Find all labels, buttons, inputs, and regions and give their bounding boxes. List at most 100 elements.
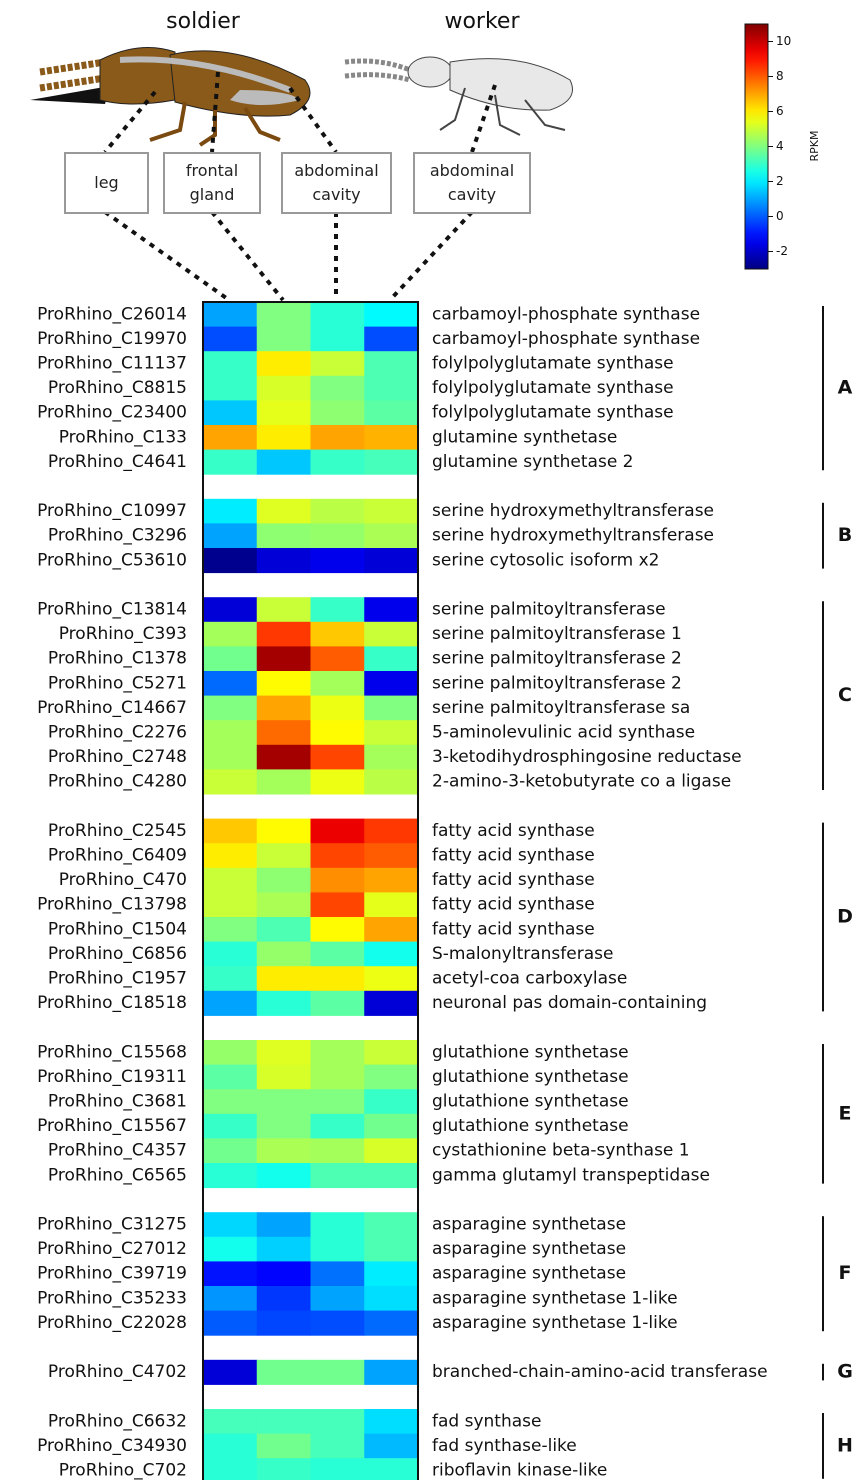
gene-id: ProRhino_C53610 bbox=[37, 550, 187, 570]
heatmap-cell bbox=[364, 400, 419, 426]
heatmap-cell bbox=[256, 1163, 311, 1189]
gene-id: ProRhino_C393 bbox=[59, 624, 187, 644]
gene-name: S-malonyltransferase bbox=[432, 944, 613, 964]
group-label: C bbox=[838, 684, 852, 706]
heatmap-cell bbox=[203, 917, 258, 943]
heatmap-cell bbox=[364, 1113, 419, 1139]
heatmap-cell bbox=[364, 917, 419, 943]
heatmap-cell bbox=[364, 375, 419, 401]
heatmap-cell bbox=[256, 1236, 311, 1262]
heatmap-cell bbox=[364, 1138, 419, 1164]
heatmap-cell bbox=[203, 326, 258, 352]
heatmap-cell bbox=[364, 597, 419, 623]
heatmap-cell bbox=[364, 1236, 419, 1262]
heatmap-cell bbox=[256, 720, 311, 746]
heatmap-cell bbox=[256, 1409, 311, 1435]
heatmap-cell bbox=[256, 548, 311, 574]
heatmap-cell bbox=[364, 326, 419, 352]
gene-name: serine hydroxymethyltransferase bbox=[432, 526, 714, 546]
heatmap-cell bbox=[256, 1310, 311, 1336]
heatmap-cell bbox=[203, 1458, 258, 1480]
gene-id: ProRhino_C6409 bbox=[48, 846, 187, 866]
heatmap-cell bbox=[364, 302, 419, 328]
heatmap-cell bbox=[364, 892, 419, 918]
gene-name: glutathione synthetase bbox=[432, 1042, 629, 1062]
heatmap-cell bbox=[256, 966, 311, 992]
heatmap-cell bbox=[364, 769, 419, 795]
heatmap-cell bbox=[256, 941, 311, 967]
gene-id: ProRhino_C31275 bbox=[37, 1215, 187, 1235]
heatmap-cell bbox=[364, 1064, 419, 1090]
heatmap-cell bbox=[310, 867, 365, 893]
heatmap-cell bbox=[203, 1040, 258, 1066]
gene-id: ProRhino_C39719 bbox=[37, 1264, 187, 1284]
heatmap-cell bbox=[364, 523, 419, 549]
colorbar-tick-label: 4 bbox=[776, 139, 784, 153]
gene-name: fatty acid synthase bbox=[432, 846, 595, 866]
gene-name: acetyl-coa carboxylase bbox=[432, 969, 627, 989]
heatmap-cell bbox=[364, 1261, 419, 1287]
heatmap-cell bbox=[203, 843, 258, 869]
heatmap-cell bbox=[203, 769, 258, 795]
group-label: G bbox=[837, 1361, 853, 1383]
heatmap-cell bbox=[203, 1064, 258, 1090]
heatmap-cell bbox=[364, 1458, 419, 1480]
gene-name: asparagine synthetase bbox=[432, 1239, 626, 1259]
heatmap-cell bbox=[203, 671, 258, 697]
gene-id: ProRhino_C6632 bbox=[48, 1411, 187, 1431]
gene-id: ProRhino_C18518 bbox=[37, 993, 187, 1013]
heatmap-cell bbox=[203, 1113, 258, 1139]
heatmap-cell bbox=[203, 1409, 258, 1435]
heatmap-cell bbox=[203, 375, 258, 401]
heatmap-cell bbox=[203, 621, 258, 647]
heatmap-cell bbox=[310, 1138, 365, 1164]
colorbar bbox=[744, 23, 769, 270]
gene-id: ProRhino_C702 bbox=[59, 1461, 187, 1480]
group-label: E bbox=[839, 1102, 852, 1124]
heatmap-cell bbox=[310, 1409, 365, 1435]
gene-id: ProRhino_C14667 bbox=[37, 698, 187, 718]
gene-name: fad synthase bbox=[432, 1411, 541, 1431]
gene-name: folylpolyglutamate synthase bbox=[432, 354, 674, 374]
gene-id: ProRhino_C35233 bbox=[37, 1288, 187, 1308]
heatmap-cell bbox=[310, 1113, 365, 1139]
heatmap-cell bbox=[203, 695, 258, 721]
heatmap-cell bbox=[310, 425, 365, 451]
heatmap-cell bbox=[310, 1310, 365, 1336]
heatmap-cell bbox=[256, 818, 311, 844]
heatmap-cell bbox=[203, 425, 258, 451]
heatmap-cell bbox=[256, 425, 311, 451]
gene-id: ProRhino_C1378 bbox=[48, 649, 187, 669]
gene-id: ProRhino_C1504 bbox=[48, 919, 187, 939]
gene-name: fatty acid synthase bbox=[432, 895, 595, 915]
heatmap-cell bbox=[310, 941, 365, 967]
heatmap-cell bbox=[364, 1089, 419, 1115]
heatmap-cell bbox=[364, 351, 419, 377]
soldier-illustration bbox=[30, 47, 311, 147]
gene-id: ProRhino_C4280 bbox=[48, 772, 187, 792]
gene-id: ProRhino_C5271 bbox=[48, 673, 187, 693]
heatmap-cell bbox=[310, 1286, 365, 1312]
heatmap-cell bbox=[364, 449, 419, 475]
heatmap-cell bbox=[203, 1359, 258, 1385]
heatmap-cell bbox=[203, 744, 258, 770]
heatmap-cell bbox=[256, 917, 311, 943]
gene-name: asparagine synthetase 1-like bbox=[432, 1288, 678, 1308]
heatmap-cell bbox=[364, 425, 419, 451]
heatmap-cell bbox=[364, 621, 419, 647]
heatmap-cell bbox=[364, 1310, 419, 1336]
heatmap-cell bbox=[310, 1064, 365, 1090]
colorbar-tick-label: -2 bbox=[776, 244, 788, 258]
heatmap-cell bbox=[364, 1163, 419, 1189]
heatmap-cell bbox=[310, 400, 365, 426]
heatmap-cell bbox=[310, 1458, 365, 1480]
group-label: D bbox=[837, 906, 853, 928]
heatmap-cell bbox=[203, 990, 258, 1016]
gene-id: ProRhino_C23400 bbox=[37, 403, 187, 423]
heatmap-cell bbox=[364, 1040, 419, 1066]
heatmap-cell bbox=[364, 498, 419, 524]
heatmap-cell bbox=[203, 449, 258, 475]
gene-name: asparagine synthetase 1-like bbox=[432, 1313, 678, 1333]
gene-name: gamma glutamyl transpeptidase bbox=[432, 1165, 710, 1185]
gene-name: 2-amino-3-ketobutyrate co a ligase bbox=[432, 772, 731, 792]
